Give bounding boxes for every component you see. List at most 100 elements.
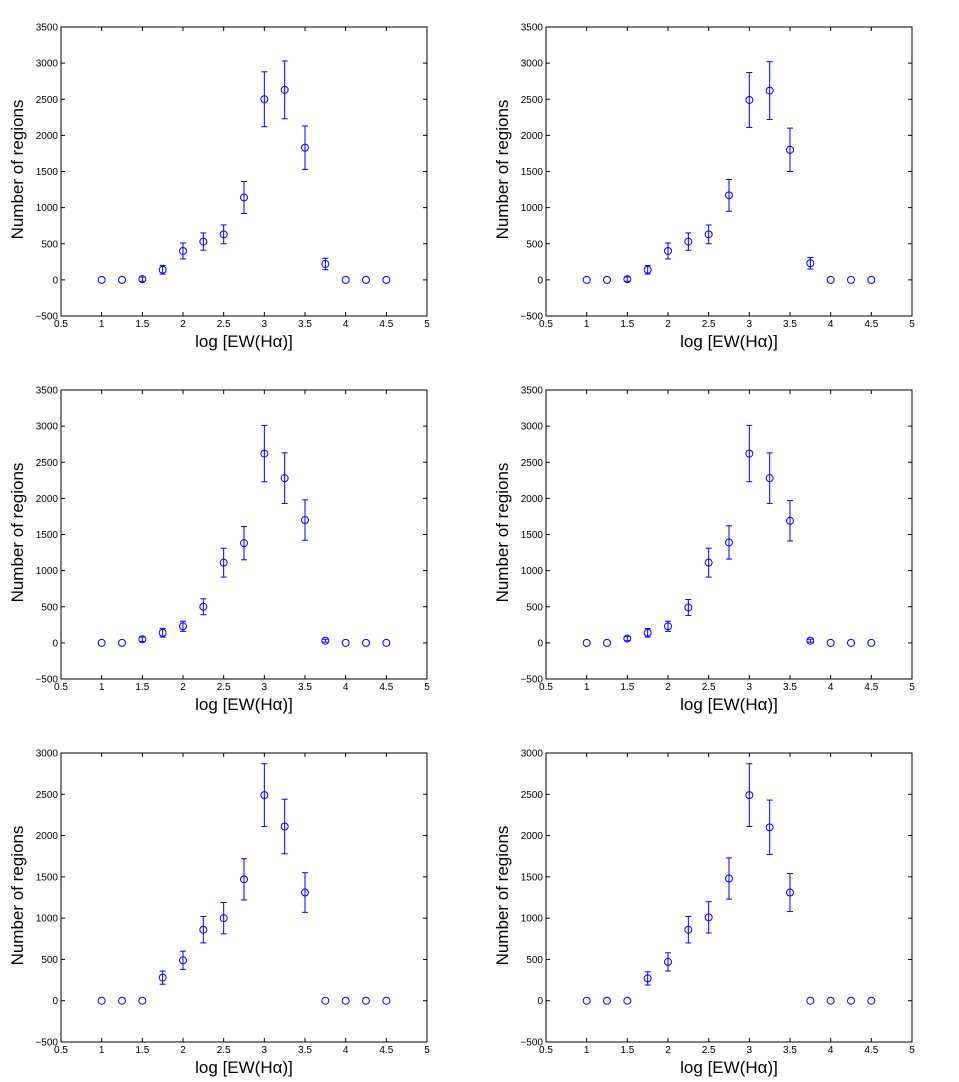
x-tick-label: 1 xyxy=(99,1045,105,1056)
data-point xyxy=(704,230,713,239)
y-tick-label: 1000 xyxy=(521,203,544,214)
data-point xyxy=(704,913,713,922)
y-tick-label: 2500 xyxy=(521,95,544,106)
x-tick-label: 4.5 xyxy=(379,682,393,693)
x-tick-label: 1 xyxy=(99,682,105,693)
x-axis-label: log [EW(Hα)] xyxy=(680,695,778,714)
chart-panel-5: 0.5 1 1.5 2 2.5 3 3.5 4 4.5 5 −500 0 500 1000 1500 2000… xyxy=(8,749,430,1078)
x-tick-label: 3.5 xyxy=(783,319,797,330)
data-point xyxy=(97,996,106,1005)
data-point xyxy=(118,275,126,284)
y-tick-label: 3000 xyxy=(36,59,59,70)
data-point xyxy=(280,474,289,483)
data-point xyxy=(603,275,611,284)
y-tick-label: 2000 xyxy=(36,831,59,842)
y-axis-label: Number of regions xyxy=(493,463,512,603)
data-point xyxy=(826,996,835,1005)
data-point xyxy=(158,265,167,274)
x-tick-label: 3 xyxy=(747,682,753,693)
data-point xyxy=(280,85,289,94)
chart-panel-2: 0.5 1 1.5 2 2.5 3 3.5 4 4.5 5 −500 0 500 1000 1500 2000… xyxy=(493,23,915,352)
y-axis-label: Number of regions xyxy=(8,100,27,240)
y-tick-label: 2500 xyxy=(36,95,59,106)
x-tick-label: 5 xyxy=(424,682,430,693)
data-point xyxy=(362,996,370,1005)
data-point xyxy=(199,925,208,934)
x-tick-label: 0.5 xyxy=(54,682,68,693)
x-tick-label: 4.5 xyxy=(864,682,878,693)
y-tick-label: −500 xyxy=(520,1038,543,1049)
data-point xyxy=(623,634,632,643)
y-tick-label: 2000 xyxy=(36,494,59,505)
x-tick-label: 3 xyxy=(262,682,268,693)
data-point xyxy=(219,230,228,239)
y-tick-label: −500 xyxy=(35,675,58,686)
x-tick-label: 4.5 xyxy=(379,1045,393,1056)
x-tick-label: 1 xyxy=(584,319,590,330)
data-point xyxy=(260,449,269,458)
data-point xyxy=(725,538,733,547)
data-point xyxy=(158,973,167,982)
x-axis-label: log [EW(Hα)] xyxy=(680,332,778,351)
x-tick-label: 2.5 xyxy=(217,1045,231,1056)
data-point xyxy=(806,996,815,1005)
y-tick-label: 0 xyxy=(52,275,58,286)
data-point xyxy=(745,95,754,104)
data-point xyxy=(301,516,309,525)
data-point xyxy=(623,996,632,1005)
y-axis-label: Number of regions xyxy=(493,826,512,966)
x-tick-label: 2 xyxy=(665,319,671,330)
data-point xyxy=(826,275,835,284)
data-point xyxy=(664,957,672,966)
x-axis-label: log [EW(Hα)] xyxy=(195,1058,293,1077)
x-tick-label: 1 xyxy=(584,1045,590,1056)
data-point xyxy=(138,275,147,284)
y-tick-label: 1500 xyxy=(36,167,59,178)
data-point xyxy=(179,246,187,255)
y-tick-label: 2000 xyxy=(521,494,544,505)
x-tick-label: 2 xyxy=(180,1045,186,1056)
y-tick-label: −500 xyxy=(520,675,543,686)
x-tick-label: 2.5 xyxy=(702,682,716,693)
x-tick-label: 5 xyxy=(909,1045,915,1056)
x-tick-label: 3 xyxy=(747,1045,753,1056)
x-tick-label: 4 xyxy=(343,1045,349,1056)
x-tick-label: 3 xyxy=(262,319,268,330)
y-tick-label: 0 xyxy=(537,275,543,286)
y-tick-label: 2000 xyxy=(36,131,59,142)
plot-frame xyxy=(545,26,913,317)
y-tick-label: 1000 xyxy=(36,566,59,577)
data-point xyxy=(847,275,855,284)
x-tick-label: 0.5 xyxy=(539,682,553,693)
y-tick-label: 500 xyxy=(41,955,58,966)
data-point xyxy=(745,449,754,458)
x-tick-label: 1.5 xyxy=(135,682,149,693)
y-axis-label: Number of regions xyxy=(8,463,27,603)
x-tick-label: 3.5 xyxy=(298,1045,312,1056)
data-point xyxy=(240,875,248,884)
y-tick-label: 2000 xyxy=(521,131,544,142)
y-tick-label: 1500 xyxy=(521,530,544,541)
data-point xyxy=(382,275,391,284)
y-tick-label: 500 xyxy=(41,239,58,250)
y-tick-label: 1000 xyxy=(521,566,544,577)
chart-panel-6: 0.5 1 1.5 2 2.5 3 3.5 4 4.5 5 −500 0 500 1000 1500 2000… xyxy=(493,749,915,1078)
y-axis-label: Number of regions xyxy=(493,100,512,240)
x-axis-label: log [EW(Hα)] xyxy=(195,695,293,714)
data-point xyxy=(321,996,330,1005)
data-point xyxy=(603,996,611,1005)
data-point xyxy=(867,638,876,647)
x-tick-label: 1.5 xyxy=(135,1045,149,1056)
x-tick-label: 5 xyxy=(424,1045,430,1056)
x-tick-label: 4 xyxy=(828,1045,834,1056)
data-point xyxy=(745,791,754,800)
data-point xyxy=(847,996,855,1005)
x-tick-label: 4 xyxy=(343,682,349,693)
data-point xyxy=(664,246,672,255)
x-tick-label: 2.5 xyxy=(217,682,231,693)
x-tick-label: 1.5 xyxy=(620,682,634,693)
y-tick-label: −500 xyxy=(35,312,58,323)
data-point xyxy=(260,791,269,800)
data-point xyxy=(97,638,106,647)
